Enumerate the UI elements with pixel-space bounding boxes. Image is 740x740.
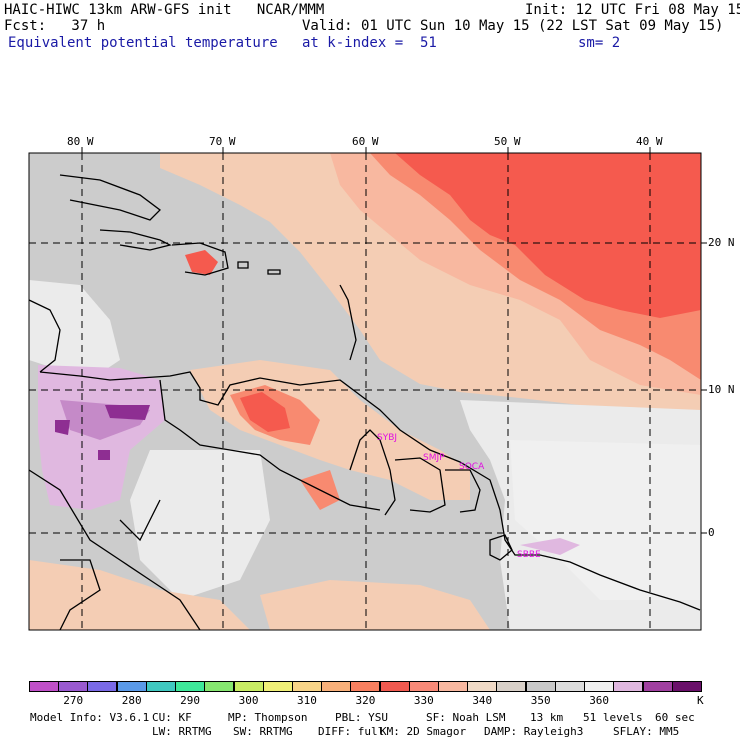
map-frame: [28, 152, 702, 631]
init-time: Init: 12 UTC Fri 08 May 15: [525, 2, 740, 18]
lon-label-70w: 70 W: [209, 135, 236, 148]
model-info-item: DIFF: full: [318, 725, 385, 738]
model-info-item: MP: Thompson: [228, 711, 308, 724]
colorbar-cell: [525, 681, 556, 692]
colorbar-tick-label: 300: [238, 694, 259, 707]
colorbar-cell: [438, 681, 469, 692]
site-label-sybj: SYBJ: [377, 433, 397, 443]
model-info-item: 60 sec: [655, 711, 695, 724]
site-label-smjp: SMJP: [423, 453, 445, 463]
model-info-item: LW: RRTMG: [152, 725, 212, 738]
colorbar-cell: [262, 681, 293, 692]
model-info-item: 13 km: [530, 711, 564, 724]
colorbar-cell: [291, 681, 322, 692]
lon-label-50w: 50 W: [494, 135, 521, 148]
colorbar-cell: [58, 681, 89, 692]
model-info-item: 51 levels: [583, 711, 643, 724]
model-info-item: CU: KF: [152, 711, 192, 724]
colorbar-cell: [408, 681, 439, 692]
model-info-item: DAMP: Rayleigh3: [484, 725, 584, 738]
colorbar-cell: [350, 681, 381, 692]
site-label-sbbe: SBBE: [517, 550, 541, 560]
tick-marks: [81, 147, 707, 534]
colorbar-cell: [321, 681, 352, 692]
colorbar-cell: [116, 681, 147, 692]
colorbar-tick-label: 360: [589, 694, 610, 707]
lat-label-10n: 10 N: [708, 383, 735, 396]
colorbar-tick-label: 270: [63, 694, 84, 707]
colorbar-tick-label: 280: [121, 694, 142, 707]
lon-label-60w: 60 W: [352, 135, 379, 148]
colorbar-tick-label: 340: [472, 694, 493, 707]
lat-label-0: 0: [708, 526, 715, 539]
lon-label-40w: 40 W: [636, 135, 663, 148]
model-info-item: SF: Noah LSM: [426, 711, 506, 724]
valid-time: Valid: 01 UTC Sun 10 May 15 (22 LST Sat …: [302, 18, 724, 34]
colorbar-cell: [467, 681, 498, 692]
colorbar-cell: [379, 681, 410, 692]
model-info-item: PBL: YSU: [335, 711, 388, 724]
lat-label-20n: 20 N: [708, 236, 735, 249]
colorbar-tick-label: 330: [413, 694, 434, 707]
colorbar-cell: [671, 681, 702, 692]
colorbar-cell: [87, 681, 118, 692]
model-info-item: KM: 2D Smagor: [380, 725, 467, 738]
colorbar-cell: [496, 681, 527, 692]
colorbar-tick-label: 290: [180, 694, 201, 707]
model-title: HAIC-HIWC 13km ARW-GFS init NCAR/MMM: [4, 2, 325, 18]
colorbar-cell: [613, 681, 644, 692]
forecast-hour: Fcst: 37 h: [4, 18, 106, 34]
colorbar-tick-label: 320: [355, 694, 376, 707]
colorbar-cell: [584, 681, 615, 692]
colorbar-cell: [175, 681, 206, 692]
field-name: Equivalent potential temperature: [8, 35, 278, 51]
smoothing: sm= 2: [578, 35, 621, 51]
coastlines: [29, 174, 701, 630]
colorbar-tick-label: 310: [297, 694, 317, 707]
level-index: at k-index = 51: [302, 35, 437, 51]
colorbar-cell: [554, 681, 585, 692]
colorbar-tick-label: 350: [530, 694, 551, 707]
graticule: [29, 153, 701, 630]
colorbar-cell: [145, 681, 176, 692]
colorbar-cell: [204, 681, 235, 692]
colorbar-cell: [642, 681, 673, 692]
model-info-item: SFLAY: MM5: [613, 725, 680, 738]
theta-e-field: [29, 153, 701, 630]
model-info-item: Model Info: V3.6.1: [30, 711, 150, 724]
colorbar-cell: [29, 681, 59, 692]
lon-label-80w: 80 W: [67, 135, 94, 148]
model-info-item: SW: RRTMG: [233, 725, 293, 738]
colorbar-cell: [233, 681, 264, 692]
colorbar-unit: K: [697, 694, 704, 707]
site-label-soca: SOCA: [459, 462, 485, 472]
